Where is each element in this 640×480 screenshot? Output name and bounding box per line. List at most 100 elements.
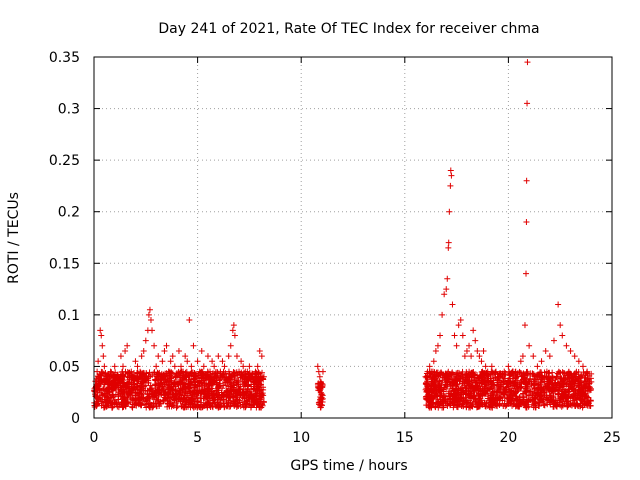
- data-point: [488, 363, 495, 370]
- data-point: [463, 369, 470, 376]
- data-point: [547, 376, 554, 383]
- data-point: [468, 369, 475, 376]
- data-point: [171, 363, 178, 370]
- data-point: [97, 377, 104, 384]
- data-point: [99, 391, 106, 398]
- data-point: [103, 373, 110, 380]
- data-point: [467, 392, 474, 399]
- data-point: [254, 363, 261, 370]
- data-point: [214, 391, 221, 398]
- data-point: [120, 396, 127, 403]
- data-point: [512, 385, 519, 392]
- data-point: [513, 373, 520, 380]
- data-point: [168, 374, 175, 381]
- data-point: [486, 404, 493, 411]
- data-point: [137, 390, 144, 397]
- data-point: [100, 353, 107, 360]
- data-point: [123, 384, 130, 391]
- data-point: [200, 395, 207, 402]
- data-point: [548, 388, 555, 395]
- data-point: [521, 378, 528, 385]
- data-point: [496, 394, 503, 401]
- data-point: [531, 385, 538, 392]
- data-points: [91, 59, 595, 411]
- data-point: [194, 398, 201, 405]
- data-point: [176, 387, 183, 394]
- data-point: [489, 381, 496, 388]
- data-point: [434, 342, 441, 349]
- data-point: [569, 402, 576, 409]
- data-point: [573, 396, 580, 403]
- data-point: [516, 394, 523, 401]
- data-point: [94, 368, 101, 375]
- data-point: [537, 393, 544, 400]
- data-point: [468, 388, 475, 395]
- data-point: [484, 387, 491, 394]
- data-point: [119, 390, 126, 397]
- data-point: [425, 393, 432, 400]
- data-point: [559, 388, 566, 395]
- data-point: [582, 374, 589, 381]
- data-point: [473, 397, 480, 404]
- data-point: [558, 380, 565, 387]
- data-point: [219, 358, 226, 365]
- data-point: [111, 363, 118, 370]
- data-point: [179, 377, 186, 384]
- data-point: [585, 399, 592, 406]
- data-point: [207, 368, 214, 375]
- data-point: [239, 394, 246, 401]
- data-point: [559, 402, 566, 409]
- data-point: [107, 368, 114, 375]
- data-point: [542, 347, 549, 354]
- data-point: [96, 385, 103, 392]
- data-point: [559, 369, 566, 376]
- data-point: [449, 384, 456, 391]
- data-point: [535, 399, 542, 406]
- data-point: [537, 400, 544, 407]
- data-point: [586, 387, 593, 394]
- data-point: [538, 358, 545, 365]
- data-point: [147, 317, 154, 324]
- data-point: [509, 368, 516, 375]
- data-point: [202, 373, 209, 380]
- data-point: [213, 373, 220, 380]
- data-point: [190, 389, 197, 396]
- data-point: [229, 372, 236, 379]
- data-point: [117, 372, 124, 379]
- data-point: [106, 389, 113, 396]
- data-point: [166, 390, 173, 397]
- data-point: [570, 378, 577, 385]
- data-point: [156, 387, 163, 394]
- data-point: [260, 392, 267, 399]
- data-point: [237, 374, 244, 381]
- data-point: [501, 371, 508, 378]
- data-point: [519, 353, 526, 360]
- data-point: [453, 403, 460, 410]
- data-point: [96, 378, 103, 385]
- data-point: [160, 376, 167, 383]
- data-point: [215, 353, 222, 360]
- data-point: [215, 404, 222, 411]
- data-point: [526, 342, 533, 349]
- data-point: [113, 373, 120, 380]
- data-point: [140, 394, 147, 401]
- data-point: [99, 342, 106, 349]
- data-point: [575, 358, 582, 365]
- data-point: [226, 376, 233, 383]
- data-point: [198, 347, 205, 354]
- data-point: [97, 395, 104, 402]
- data-point: [526, 387, 533, 394]
- data-point: [463, 384, 470, 391]
- data-point: [122, 347, 129, 354]
- data-point: [446, 208, 453, 215]
- data-point: [428, 404, 435, 411]
- data-point: [540, 402, 547, 409]
- data-point: [554, 391, 561, 398]
- data-point: [524, 59, 531, 66]
- data-point: [98, 398, 105, 405]
- data-point: [145, 391, 152, 398]
- data-point: [248, 373, 255, 380]
- y-axis-label: ROTI / TECUs: [6, 192, 22, 284]
- data-point: [504, 391, 511, 398]
- data-point: [190, 404, 197, 411]
